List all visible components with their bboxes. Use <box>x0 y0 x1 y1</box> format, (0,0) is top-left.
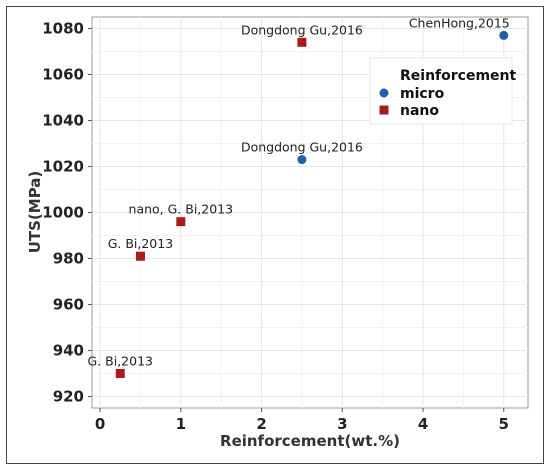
point-annotation: nano, G. Bi,2013 <box>129 202 234 217</box>
data-point-nano <box>297 37 307 47</box>
data-point-nano <box>135 251 145 261</box>
point-annotation: G. Bi,2013 <box>88 354 153 369</box>
legend-marker-nano <box>379 105 389 115</box>
x-tick-label: 3 <box>337 415 347 433</box>
point-annotation: G. Bi,2013 <box>108 236 173 251</box>
point-annotation: Dongdong Gu,2016 <box>241 140 363 155</box>
legend-marker-micro <box>379 88 389 98</box>
x-tick-label: 1 <box>176 415 186 433</box>
legend-label-micro: micro <box>400 86 445 102</box>
data-point-micro <box>499 30 509 40</box>
data-point-nano <box>115 369 125 378</box>
legend-box <box>369 57 513 125</box>
y-axis-title: UTS(MPa) <box>26 171 44 254</box>
legend-title: Reinforcement <box>400 68 516 84</box>
y-tick-label: 960 <box>53 296 84 314</box>
x-tick-label: 4 <box>418 415 428 433</box>
y-tick-label: 1000 <box>42 204 84 222</box>
y-tick-label: 980 <box>53 250 84 268</box>
data-points <box>115 30 509 378</box>
x-tick-label: 2 <box>256 415 266 433</box>
y-tick-label: 1080 <box>42 20 84 38</box>
x-tick-label: 5 <box>499 415 509 433</box>
x-tick-label: 0 <box>95 415 105 433</box>
point-annotation: Dongdong Gu,2016 <box>241 22 363 37</box>
y-tick-label: 1040 <box>42 112 84 130</box>
y-tick-label: 1020 <box>42 158 84 176</box>
y-tick-label: 920 <box>53 388 84 406</box>
data-point-micro <box>297 155 307 165</box>
x-axis-title: Reinforcement(wt.%) <box>220 432 400 450</box>
grid-lines <box>92 17 528 408</box>
point-annotations: Dongdong Gu,2016 ChenHong,2015 Dongdong Gu… <box>88 15 510 368</box>
legend-label-nano: nano <box>400 103 439 119</box>
legend: Reinforcement micro nano <box>369 57 516 125</box>
data-point-nano <box>176 217 186 227</box>
y-tick-label: 940 <box>53 342 84 360</box>
axis-ticks: 0 1 2 3 4 5 920 940 960 980 1000 1020 1040 1060 1080 <box>42 20 509 434</box>
point-annotation: ChenHong,2015 <box>409 15 510 30</box>
y-tick-label: 1060 <box>42 66 84 84</box>
